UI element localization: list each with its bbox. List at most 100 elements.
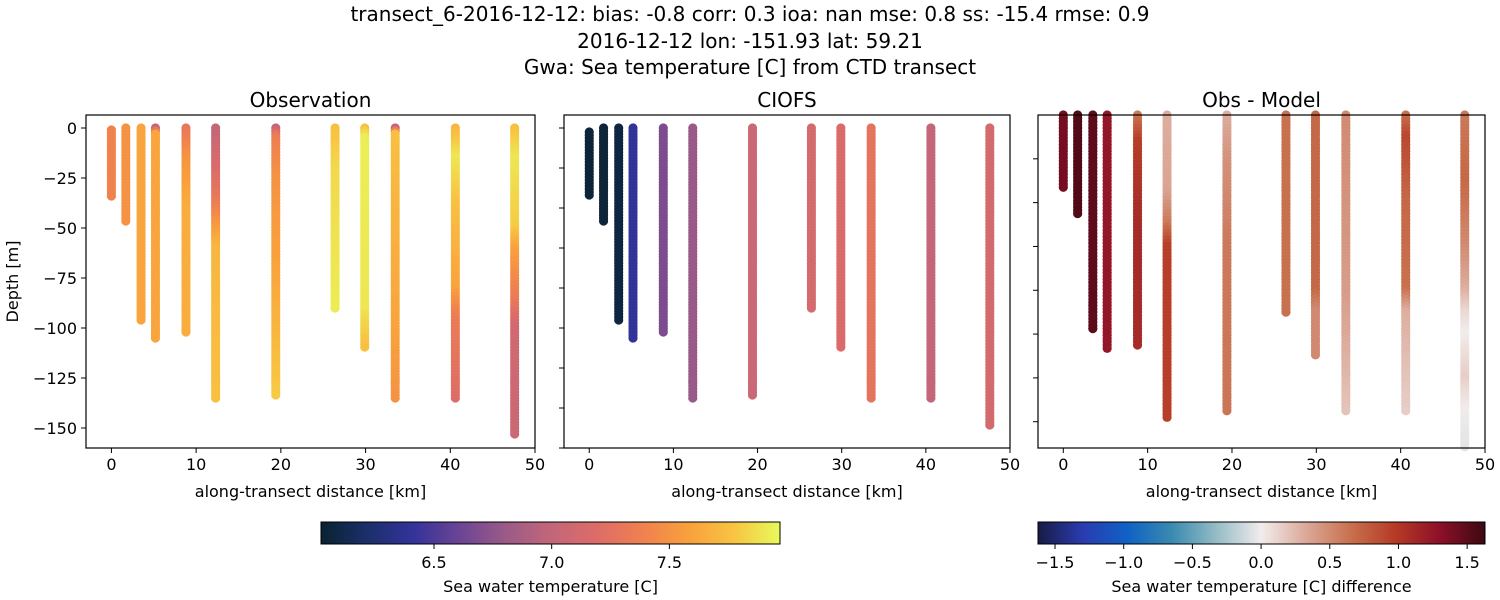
x-tick-label: 50 [1000,455,1020,474]
x-tick-label: 10 [663,455,683,474]
data-point [985,420,995,430]
profile-12.3km [688,123,698,403]
data-point [658,327,668,337]
data-point [181,327,191,337]
suptitle-line-2: 2016-12-12 lon: -151.93 lat: 59.21 [577,29,923,53]
y-tick-label: 0 [67,119,77,138]
colorbar-tick-label: 0.0 [1248,553,1273,572]
x-tick-label: 50 [525,455,545,474]
data-point [584,190,594,200]
data-point [836,342,846,352]
data-point [1310,350,1321,360]
axes-frame [563,114,1011,449]
data-point [150,333,161,343]
colorbar-tick-label: 7.5 [657,553,682,572]
panel-1: Observation 0 10 20 30 40 50 along-transect dis… [3,88,545,501]
profile-40.6km [926,123,936,403]
data-point [1341,406,1351,416]
profile-0km [1058,110,1068,192]
x-tick-label: 10 [186,455,206,474]
colorbar-bar [1037,521,1486,545]
data-point [390,393,400,403]
profile-29.9km [836,123,846,352]
data-point [598,216,609,226]
x-tick-label: 50 [1475,455,1495,474]
data-point [1460,442,1470,452]
data-point [747,390,758,400]
profile-8.8km [181,123,191,337]
data-point [121,216,131,226]
colorbar-tick-label: −0.5 [1173,553,1212,572]
data-point [450,393,460,403]
data-point [1088,324,1098,334]
x-axis-label: along-transect distance [km] [1146,482,1377,501]
profile-5.2km [628,123,638,343]
profile-40.6km [1401,110,1411,416]
data-point [1073,208,1083,219]
x-tick-label: 20 [1222,455,1242,474]
profile-3.5km [614,123,624,325]
profile-29.9km [360,123,370,352]
data-point [866,393,876,403]
suptitle-line-3: Gwa: Sea temperature [C] from CTD transe… [523,55,977,79]
profile-33.5km [1341,110,1351,416]
profile-47.6km [1460,110,1470,452]
profile-0km [106,125,117,201]
data-point [806,303,817,313]
y-tick-label: −75 [43,269,77,288]
profile-33.5km [390,123,400,403]
profile-40.6km [450,123,460,403]
panel-3: Obs - Model 0 10 20 30 40 50 along-transect dis… [1033,88,1495,501]
data-point [1102,343,1112,353]
colorbar-tick-label: 6.5 [421,553,446,572]
data-point [136,315,146,325]
data-point [1132,340,1143,350]
y-tick-label: −25 [43,169,77,188]
profile-5.2km [1102,110,1112,353]
colorbar-1: 6.5 7.0 7.5 Sea water temperature [C] [320,521,781,596]
colorbar-tick-label: 0.5 [1317,553,1342,572]
panel-title: Observation [250,88,372,112]
colorbar-bar [320,521,781,545]
axes-frame [1037,114,1486,449]
y-tick-label: −50 [43,219,77,238]
colorbar-tick-label: −1.5 [1036,553,1075,572]
x-tick-label: 30 [355,455,375,474]
profile-12.3km [1162,110,1172,422]
x-tick-label: 20 [271,455,291,474]
profile-47.6km [510,123,520,439]
data-point [688,393,698,403]
x-tick-label: 10 [1137,455,1157,474]
profile-8.8km [658,123,668,337]
colorbar-label: Sea water temperature [C] [443,577,658,596]
data-point [360,342,370,352]
panel-title: CIOFS [757,88,816,112]
panel-title: Obs - Model [1202,88,1321,112]
data-point [1058,182,1068,192]
y-tick-label: −125 [33,369,77,388]
profile-5.2km [150,123,161,343]
colorbar-2: −1.5 −1.0 −0.5 0.0 0.5 1.0 1.5 Sea water temper… [1036,521,1486,596]
profile-19.4km [747,123,758,400]
data-point [106,191,117,201]
colorbar-tick-label: 7.0 [539,553,564,572]
profile-3.5km [136,123,146,325]
x-axis-label: along-transect distance [km] [671,482,902,501]
profile-3.5km [1088,110,1098,334]
profile-29.9km [1310,110,1321,360]
data-point [926,393,936,403]
profile-33.5km [866,123,876,403]
colorbar-tick-label: 1.0 [1386,553,1411,572]
x-tick-label: 40 [1390,455,1410,474]
profile-1.7km [1073,110,1083,219]
profile-26.4km [330,123,340,313]
data-point [510,429,520,439]
panel-2: CIOFS 0 10 20 30 40 50 along-transect distance … [559,88,1020,501]
colorbar-tick-label: −1.0 [1104,553,1143,572]
axes-frame [85,114,536,449]
profile-26.4km [1281,110,1291,317]
profile-19.4km [271,123,281,400]
profile-19.4km [1222,110,1232,416]
